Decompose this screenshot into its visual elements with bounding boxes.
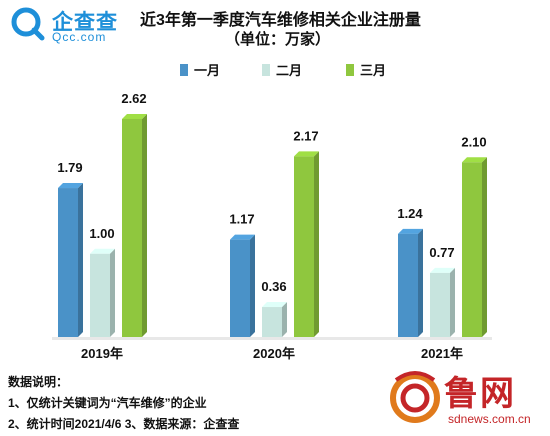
bar: [398, 233, 418, 337]
bar-side: [418, 228, 423, 337]
sdnews-brand-name: 鲁网: [444, 374, 516, 414]
legend-label: 三月: [360, 63, 386, 78]
bar-top: [58, 183, 83, 189]
bar-side: [482, 157, 487, 337]
bar-top: [230, 234, 255, 240]
qcc-logo: 企查查 Qcc.com: [8, 4, 128, 48]
chart-floor: [52, 337, 492, 340]
sdnews-watermark: 鲁网 sdnews.com.cn: [388, 366, 548, 432]
bar-side: [282, 302, 287, 337]
bar-top: [262, 302, 287, 308]
notes-heading: 数据说明：: [8, 375, 69, 389]
sdnews-brand-domain: sdnews.com.cn: [448, 412, 531, 426]
data-label: 2.17: [293, 128, 318, 143]
bar-side: [110, 248, 115, 337]
category-label: 2021年: [421, 346, 463, 361]
data-label: 1.79: [57, 160, 82, 175]
bar: [294, 156, 314, 337]
qcc-logo-icon: [11, 7, 45, 41]
bar-side: [78, 183, 83, 337]
bar: [90, 253, 110, 337]
bar-top: [90, 248, 115, 254]
legend-swatch: [346, 64, 354, 76]
bar-top: [398, 228, 423, 234]
bar: [230, 239, 250, 337]
data-label: 0.77: [429, 245, 454, 260]
legend-label: 二月: [276, 63, 302, 78]
data-label: 0.36: [261, 279, 286, 294]
sdnews-emblem-icon: [390, 371, 440, 423]
bar: [58, 188, 78, 337]
bar-top: [462, 157, 487, 163]
bar-side: [450, 267, 455, 337]
qcc-logo-domain: Qcc.com: [52, 30, 107, 44]
bar: [462, 162, 482, 337]
category-label: 2020年: [253, 346, 295, 361]
bar: [122, 118, 142, 337]
bar-top: [122, 113, 147, 119]
data-label: 1.00: [89, 226, 114, 241]
data-notes: 数据说明： 1、仅统计关键词为“汽车维修”的企业 2、统计时间2021/4/6 …: [8, 372, 239, 435]
legend-label: 一月: [194, 63, 220, 78]
bar: [430, 272, 450, 337]
bar-side: [250, 234, 255, 337]
data-label: 2.62: [121, 91, 146, 106]
data-label: 1.24: [397, 206, 423, 221]
legend-swatch: [262, 64, 270, 76]
legend-swatch: [180, 64, 188, 76]
data-label: 2.10: [461, 134, 486, 149]
bar-side: [314, 151, 319, 337]
notes-line-1: 1、仅统计关键词为“汽车维修”的企业: [8, 396, 207, 410]
bar-top: [430, 267, 455, 273]
chart-title: 近3年第一季度汽车维修相关企业注册量: [140, 12, 421, 29]
bar-top: [294, 151, 319, 157]
bar-side: [142, 113, 147, 337]
data-label: 1.17: [229, 212, 254, 227]
chart-subtitle: （单位：万家）: [225, 31, 331, 48]
notes-line-2: 2、统计时间2021/4/6 3、数据来源：企查查: [8, 417, 240, 431]
qcc-logo-name: 企查查: [52, 11, 118, 34]
bar: [262, 307, 282, 337]
category-label: 2019年: [81, 346, 123, 361]
